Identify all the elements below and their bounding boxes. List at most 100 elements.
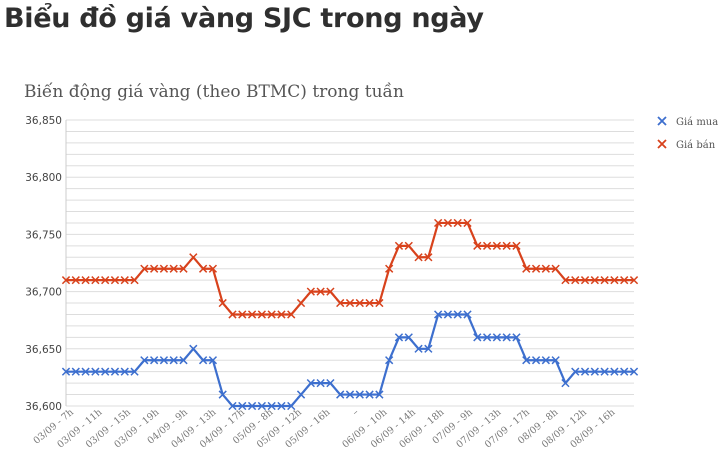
data-point	[561, 276, 570, 285]
data-point	[522, 356, 531, 365]
data-point	[365, 390, 374, 399]
data-point	[580, 276, 590, 285]
data-point	[296, 390, 306, 399]
data-point	[463, 310, 472, 319]
data-point	[590, 367, 599, 376]
data-point	[218, 390, 227, 399]
y-tick-label: 36,750	[25, 229, 62, 241]
data-point	[600, 367, 609, 376]
data-point	[453, 310, 462, 319]
data-point	[610, 367, 619, 376]
data-point	[169, 356, 178, 365]
data-point	[91, 276, 100, 285]
data-point	[61, 367, 71, 376]
data-point	[355, 298, 364, 308]
data-point	[620, 276, 629, 285]
y-tick-label: 36,600	[25, 401, 62, 413]
data-point	[629, 367, 639, 376]
data-point	[492, 241, 502, 250]
data-point	[434, 218, 443, 228]
data-point	[424, 253, 433, 262]
data-point	[531, 264, 541, 273]
data-point	[336, 298, 345, 308]
data-point	[189, 344, 198, 353]
y-tick-label: 36,650	[25, 344, 62, 356]
data-point	[120, 367, 129, 376]
data-point	[385, 356, 394, 365]
data-point	[179, 264, 188, 273]
data-point	[81, 276, 90, 285]
data-point	[453, 218, 462, 228]
series-buy	[61, 310, 639, 411]
data-point	[140, 356, 149, 365]
data-point	[610, 276, 619, 285]
data-point	[316, 378, 325, 388]
data-point	[394, 333, 404, 342]
data-point	[277, 401, 286, 411]
data-point	[385, 264, 394, 273]
data-point	[502, 333, 511, 342]
data-point	[159, 264, 169, 273]
data-point	[61, 276, 71, 285]
data-point	[267, 310, 276, 319]
data-point	[287, 310, 296, 319]
data-point	[277, 310, 286, 319]
data-point	[208, 264, 218, 273]
data-point	[247, 401, 257, 411]
data-point	[238, 310, 247, 319]
data-point	[91, 367, 100, 376]
data-point	[522, 264, 531, 273]
data-point	[71, 367, 80, 376]
data-point	[169, 264, 178, 273]
data-point	[101, 276, 110, 285]
data-point	[629, 276, 639, 285]
data-point	[355, 390, 364, 399]
data-point	[434, 310, 443, 319]
data-point	[375, 390, 384, 399]
data-point	[600, 276, 609, 285]
data-point	[287, 401, 296, 411]
data-point	[580, 367, 590, 376]
data-point	[375, 298, 384, 308]
legend-item[interactable]: Giá bán	[657, 139, 716, 151]
data-point	[110, 367, 120, 376]
data-point	[198, 264, 208, 273]
data-point	[345, 390, 355, 399]
grid-lines	[65, 119, 634, 407]
data-point	[150, 356, 159, 365]
data-point	[541, 356, 550, 365]
data-point	[345, 298, 355, 308]
chart-title: Biến động giá vàng (theo BTMC) trong tuầ…	[24, 82, 404, 102]
data-point	[228, 401, 237, 411]
data-point	[394, 241, 404, 250]
data-point	[71, 276, 80, 285]
data-point	[81, 367, 90, 376]
legend-label: Giá mua	[676, 117, 718, 128]
data-point	[512, 333, 521, 342]
legend[interactable]: Giá mua Giá bán	[657, 116, 718, 151]
data-point	[492, 333, 502, 342]
data-point	[306, 287, 315, 296]
data-point	[198, 356, 208, 365]
data-point	[238, 401, 247, 411]
data-point	[443, 310, 453, 319]
data-point	[365, 298, 374, 308]
legend-item[interactable]: Giá mua	[657, 116, 718, 128]
series-sell	[61, 218, 639, 319]
data-point	[463, 218, 472, 228]
data-point	[404, 333, 413, 342]
data-point	[159, 356, 169, 365]
data-point	[571, 367, 580, 376]
data-point	[179, 356, 188, 365]
data-point	[120, 276, 129, 285]
data-point	[482, 241, 492, 250]
data-point	[150, 264, 159, 273]
y-tick-label: 36,800	[25, 172, 62, 184]
data-point	[590, 276, 599, 285]
data-point	[531, 356, 541, 365]
data-point	[228, 310, 237, 319]
data-point	[101, 367, 110, 376]
data-point	[189, 253, 198, 262]
data-point	[620, 367, 629, 376]
